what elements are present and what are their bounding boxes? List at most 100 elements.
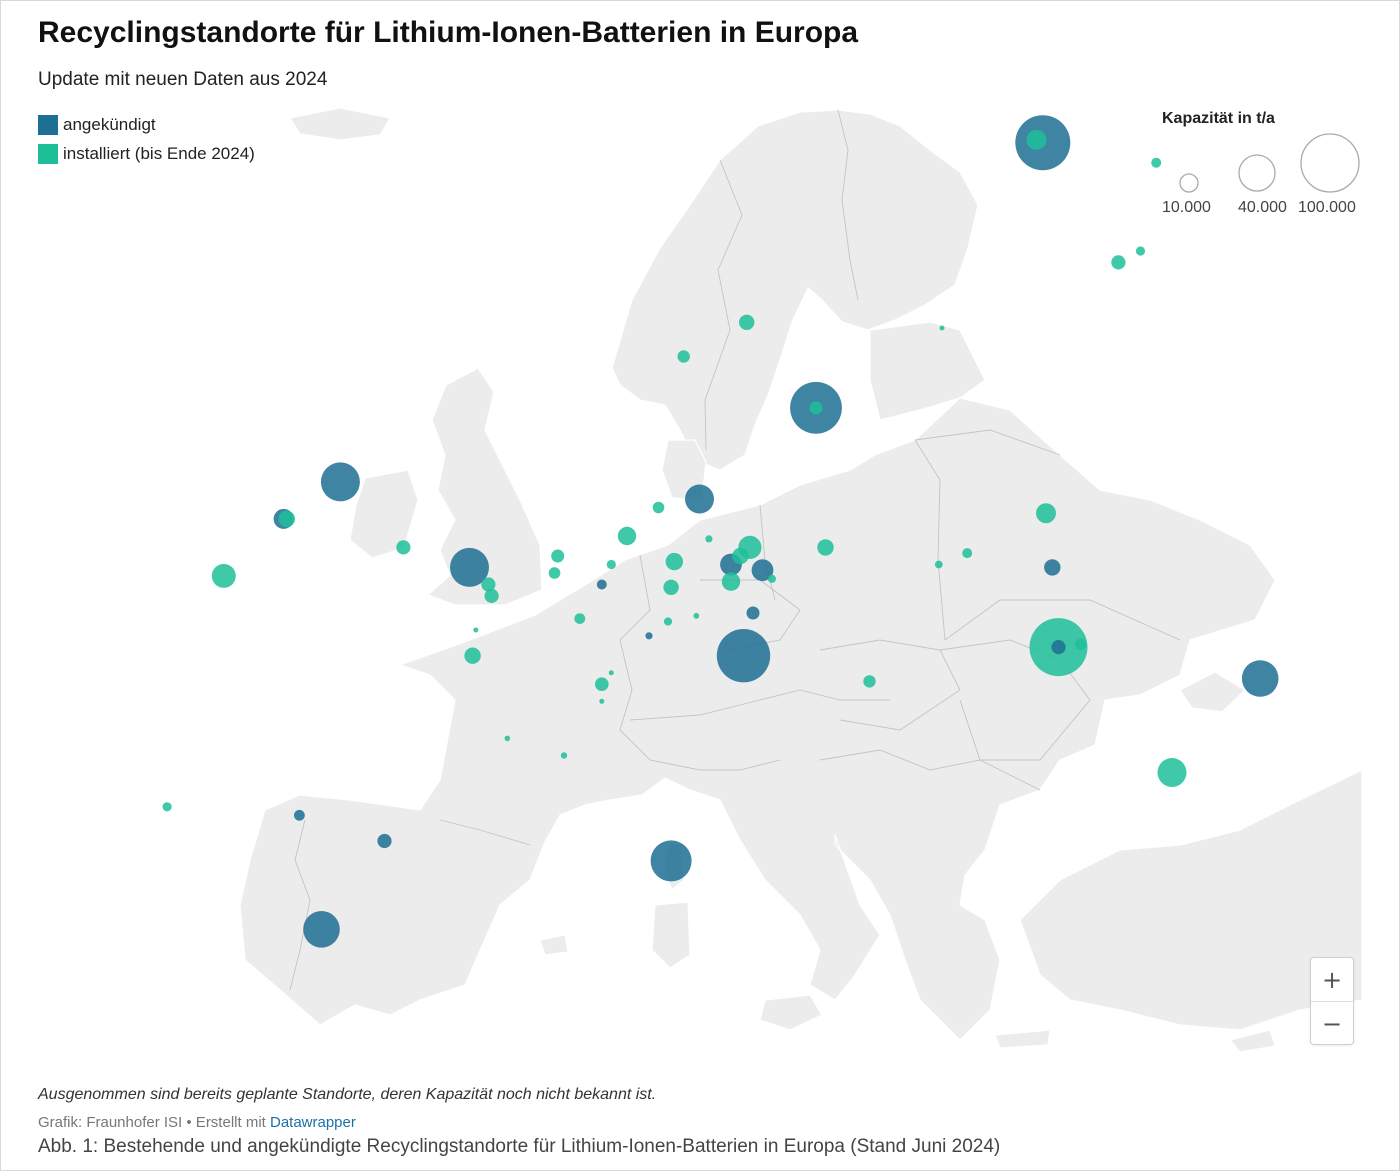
site-bubble-installed[interactable] <box>548 567 561 579</box>
border-spain-portugal <box>289 819 311 991</box>
site-bubble-announced[interactable] <box>596 579 607 590</box>
site-bubble-announced[interactable] <box>685 484 714 514</box>
size-legend-label-small: 10.000 <box>1162 199 1211 216</box>
site-bubble-installed[interactable] <box>663 617 673 626</box>
site-bubble-announced[interactable] <box>746 606 760 620</box>
figure-caption: Abb. 1: Bestehende und angekündigte Recy… <box>38 1136 1001 1157</box>
site-bubble-installed[interactable] <box>809 401 823 415</box>
land-layer <box>239 107 1363 1053</box>
site-bubble-announced[interactable] <box>751 559 774 582</box>
site-bubble-installed[interactable] <box>939 325 945 331</box>
site-bubble-installed[interactable] <box>1151 157 1162 168</box>
zoom-control: + − <box>1310 957 1354 1045</box>
site-bubble-announced[interactable] <box>1051 640 1066 655</box>
land-continent <box>239 397 1276 1041</box>
site-bubble-installed[interactable] <box>606 559 616 570</box>
land-turkey <box>1019 769 1363 1031</box>
site-bubble-installed[interactable] <box>608 670 614 676</box>
site-bubble-installed[interactable] <box>617 526 637 546</box>
border-balkans <box>819 749 1041 791</box>
border-romania <box>939 639 1091 761</box>
site-bubble-installed[interactable] <box>693 612 700 619</box>
site-bubble-installed[interactable] <box>1111 255 1126 270</box>
site-bubble-installed[interactable] <box>677 350 690 363</box>
border-alps <box>629 689 890 721</box>
legend-item-announced: angekündigt <box>38 110 255 139</box>
legend-label-installed: installiert (bis Ende 2024) <box>63 143 255 163</box>
border-italy-north <box>619 729 781 771</box>
site-bubbles <box>162 115 1279 948</box>
site-bubble-installed[interactable] <box>721 572 741 591</box>
site-bubble-installed[interactable] <box>560 752 568 759</box>
land-sicily <box>759 994 823 1031</box>
size-legend-circle-small <box>1179 173 1199 193</box>
site-bubble-installed[interactable] <box>504 735 511 742</box>
zoom-out-button[interactable]: − <box>1311 1002 1353 1045</box>
chart-note: Ausgenommen sind bereits geplante Stando… <box>38 1086 657 1103</box>
site-bubble-announced[interactable] <box>1044 559 1061 576</box>
country-borders <box>289 109 1181 991</box>
site-bubble-installed[interactable] <box>211 563 236 588</box>
border-ukraine <box>944 599 1181 641</box>
site-bubble-announced[interactable] <box>650 840 692 882</box>
border-pyrenees <box>439 819 531 846</box>
site-bubble-installed[interactable] <box>817 539 834 556</box>
site-bubble-installed[interactable] <box>595 677 609 691</box>
site-bubble-installed[interactable] <box>1074 638 1087 651</box>
site-bubble-announced[interactable] <box>645 632 653 640</box>
chart-subtitle: Update mit neuen Daten aus 2024 <box>38 69 328 90</box>
site-bubble-installed[interactable] <box>962 548 973 559</box>
size-legend: Kapazität in t/a 10.000 40.000 100.000 <box>1150 108 1380 228</box>
chart-credit: Grafik: Fraunhofer ISI • Erstellt mit Da… <box>38 1114 356 1131</box>
chart-title: Recyclingstandorte für Lithium-Ionen-Bat… <box>38 16 859 49</box>
site-bubble-installed[interactable] <box>934 560 943 569</box>
color-legend: angekündigt installiert (bis Ende 2024) <box>38 110 255 168</box>
site-bubble-installed[interactable] <box>1135 246 1146 256</box>
site-bubble-installed[interactable] <box>574 613 586 624</box>
land-crimea <box>1179 671 1246 713</box>
site-bubble-installed[interactable] <box>162 802 172 812</box>
site-bubble-announced[interactable] <box>450 547 489 587</box>
site-bubble-installed[interactable] <box>705 535 713 543</box>
land-ireland <box>349 469 419 559</box>
border-sweden-finland <box>837 109 859 301</box>
site-bubble-installed[interactable] <box>652 501 665 514</box>
credit-prefix: Grafik: Fraunhofer ISI • Erstellt mit <box>38 1114 270 1131</box>
zoom-in-button[interactable]: + <box>1311 958 1353 1001</box>
site-bubble-announced[interactable] <box>294 809 305 821</box>
border-hungary <box>819 639 961 731</box>
site-bubble-installed[interactable] <box>1026 129 1047 150</box>
land-cyprus <box>1229 1029 1276 1053</box>
site-bubble-announced[interactable] <box>377 833 392 849</box>
datawrapper-link[interactable]: Datawrapper <box>269 1114 356 1131</box>
site-bubble-installed[interactable] <box>481 577 496 592</box>
border-poland-east <box>914 439 946 641</box>
site-bubble-installed[interactable] <box>1036 503 1056 524</box>
site-bubble-installed[interactable] <box>663 579 679 595</box>
site-bubble-installed[interactable] <box>665 552 683 571</box>
site-bubble-installed[interactable] <box>464 647 481 664</box>
site-bubble-installed[interactable] <box>1157 758 1187 787</box>
site-bubble-announced[interactable] <box>320 462 360 502</box>
border-baltics <box>914 429 1061 456</box>
land-sardinia <box>651 901 691 969</box>
site-bubble-installed[interactable] <box>551 549 565 563</box>
site-bubble-announced[interactable] <box>1241 660 1279 697</box>
site-bubble-installed[interactable] <box>732 547 749 565</box>
size-legend-title: Kapazität in t/a <box>1162 110 1275 127</box>
site-bubble-announced[interactable] <box>303 911 340 948</box>
land-finland-south <box>869 321 986 421</box>
site-bubble-installed[interactable] <box>739 314 755 330</box>
site-bubble-installed[interactable] <box>278 510 295 528</box>
site-bubble-installed[interactable] <box>484 588 499 604</box>
site-bubble-installed[interactable] <box>863 675 876 688</box>
size-legend-label-large: 100.000 <box>1298 199 1356 216</box>
site-bubble-installed[interactable] <box>473 627 479 633</box>
size-legend-label-medium: 40.000 <box>1238 199 1287 216</box>
site-bubble-installed[interactable] <box>599 698 605 704</box>
site-bubble-announced[interactable] <box>716 629 771 683</box>
site-bubble-installed[interactable] <box>767 574 777 583</box>
site-bubble-installed[interactable] <box>396 540 411 555</box>
